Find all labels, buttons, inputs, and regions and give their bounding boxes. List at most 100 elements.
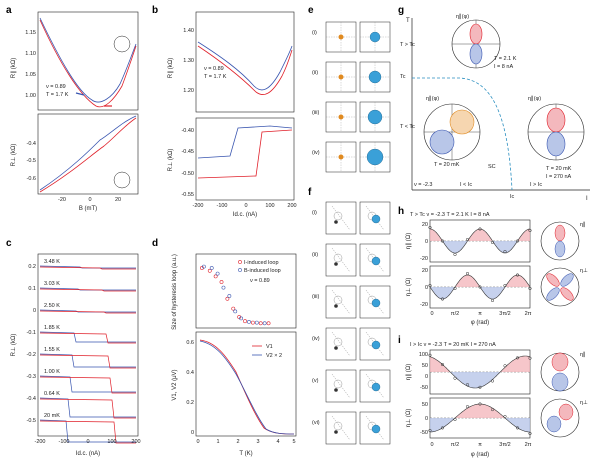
point-i-induced (266, 321, 271, 326)
row-label: (v) (312, 378, 319, 384)
device-schematic (113, 171, 131, 189)
data-point (515, 356, 520, 360)
diagram-dot (334, 262, 338, 266)
axis-label: V1, V2 (μV) (172, 369, 178, 400)
point-i-induced (258, 321, 263, 326)
trace-red (39, 332, 136, 344)
fill-positive (430, 275, 530, 287)
diagram-box (359, 411, 391, 445)
row-label: (vi) (312, 420, 320, 426)
tick: -0.45 (181, 149, 194, 155)
annotation: I = 8 nA (494, 64, 513, 70)
point-b-induced (233, 309, 238, 314)
panel-label-i: i (398, 335, 401, 346)
annotation: ν = 0.89 (250, 278, 270, 284)
h-polar-perp: η⊥ (540, 267, 588, 307)
lobe-negative (469, 43, 483, 65)
tick: 2π (525, 442, 532, 448)
panel-c: 0.2 0.1 0 -0.1 -0.2 -0.3 -0.4 -0.5 R⊥ (k… (10, 253, 141, 457)
temperature-label: 3.48 K (44, 259, 60, 265)
axis-label: φ (rad) (471, 452, 489, 458)
diagram-blob (368, 70, 382, 84)
data-point (428, 428, 432, 433)
data-point (453, 417, 457, 422)
point-i-induced (243, 319, 247, 324)
row-label: (ii) (312, 70, 318, 76)
data-point (465, 405, 470, 409)
diagram-axis (331, 415, 351, 441)
tick: 200 (131, 439, 140, 445)
lobe-positive (469, 23, 483, 45)
curve-blue (197, 41, 293, 91)
tick: 0.2 (186, 400, 194, 406)
polar-top: η∥(φ) T = 2.1 K I = 8 nA (451, 13, 517, 70)
tick: 2 (236, 439, 239, 445)
diagram-dot (338, 154, 344, 160)
panel-i: I > Ic ν = -2.3 T = 20 mK I = 270 nA 100… (405, 342, 588, 458)
temperature-label: 3.03 K (44, 281, 60, 287)
row-label: (iii) (312, 294, 319, 300)
diagram-dot (334, 304, 338, 308)
annotation: ν = -2.3 (414, 182, 433, 188)
data-point (528, 228, 532, 233)
fill-negative (430, 372, 530, 388)
polar-label: η∥(φ) (456, 13, 469, 20)
panel-d-bottom-frame (195, 331, 297, 437)
trace-red (39, 398, 136, 419)
trace-red (39, 310, 136, 314)
panel-d-top-frame (195, 253, 297, 329)
panel-label-d: d (152, 238, 158, 249)
tick: 20 (115, 197, 121, 203)
data-point (503, 249, 507, 254)
trace-red (39, 376, 136, 394)
panel-header: I > Ic ν = -2.3 T = 20 mK I = 270 nA (410, 342, 496, 348)
tick: -100 (58, 439, 69, 445)
fit-curve (429, 274, 531, 300)
fit-curve (430, 403, 530, 433)
panel-a-bottom-frame (37, 113, 139, 195)
temperature-label: 20 mK (44, 413, 60, 419)
axis-label: B (mT) (79, 206, 97, 212)
curve-red (39, 19, 137, 108)
panel-label-f: f (308, 187, 312, 198)
fill-negative (430, 287, 530, 299)
tick: -200 (192, 203, 203, 209)
annotation: T > Tc (400, 42, 415, 48)
row-label: (iv) (312, 336, 320, 342)
tick: 50 (422, 363, 428, 369)
diagram-ring (333, 295, 343, 305)
curve-blue (197, 125, 293, 159)
panel-g: T I T > Tc Tc T < Tc ν = -2.3 I < Ic Ic … (400, 13, 590, 202)
tick: 0 (191, 430, 194, 436)
annotation: I < Ic (460, 182, 472, 188)
row-label: (iii) (312, 110, 319, 116)
i-polar-par: η∥ (540, 351, 586, 392)
panel-label-g: g (398, 5, 404, 16)
h-polar-par: η∥ (540, 221, 586, 261)
data-point (453, 376, 457, 380)
tick: 20 (422, 222, 428, 228)
tick: 3π/2 (499, 442, 510, 448)
diagram-ring (333, 337, 343, 347)
fit-curve (429, 228, 531, 254)
tick: π/2 (451, 442, 459, 448)
curve-red (39, 117, 137, 193)
annotation: T = 1.7 K (46, 92, 69, 98)
tick: 0 (196, 439, 199, 445)
tick: -0.55 (181, 192, 194, 198)
data-point (478, 385, 482, 389)
temperature-label: 1.00 K (44, 369, 60, 375)
tick: -0.50 (181, 171, 194, 177)
annotation: ν = 0.89 (204, 66, 224, 72)
axis-label: η⊥ (Ω) (405, 278, 412, 297)
diagram-ring (333, 211, 343, 221)
polar-label: η∥ (580, 351, 586, 358)
diagram-blob (371, 298, 381, 308)
tick: 20 (422, 268, 428, 274)
diagram-dot (334, 220, 338, 224)
data-point (440, 239, 445, 243)
axis-label: R⊥ (kΩ) (167, 149, 174, 172)
tick: -0.2 (27, 352, 36, 358)
axis-label: T (406, 18, 410, 24)
i-curves (428, 353, 532, 436)
